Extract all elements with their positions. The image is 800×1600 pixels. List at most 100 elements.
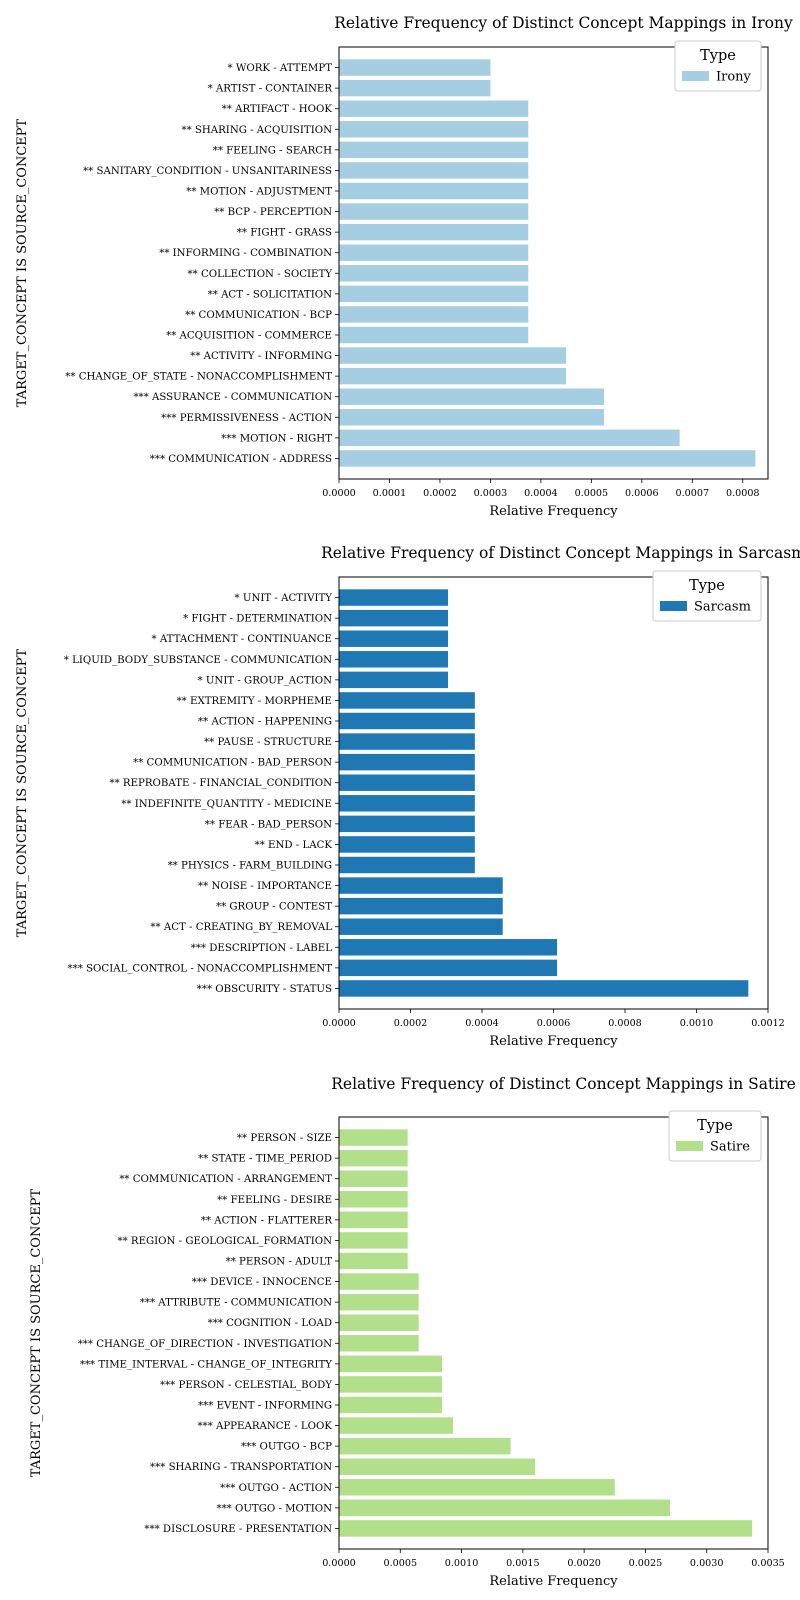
x-tick-label: 0.0002 [423,488,457,499]
chart-title: Relative Frequency of Distinct Concept M… [334,14,793,32]
x-tick-label: 0.0000 [322,488,356,499]
category-label: ** GROUP - CONTEST [216,902,332,913]
category-label: * ARTIST - CONTAINER [208,84,333,95]
category-label: ** END - LACK [255,840,333,851]
chart-irony: Relative Frequency of Distinct Concept M… [15,14,793,519]
x-tick-label: 0.0020 [567,1558,601,1569]
x-tick-label: 0.0025 [629,1558,663,1569]
bar [339,651,449,668]
category-label: ** SANITARY_CONDITION - UNSANITARINESS [83,166,332,177]
category-label: ** ACTION - FLATTERER [201,1215,333,1226]
category-label: *** SOCIAL_CONTROL - NONACCOMPLISHMENT [68,963,333,974]
bar [339,733,475,750]
category-label: ** EXTREMITY - MORPHEME [177,696,332,707]
bar [339,939,558,956]
x-tick-label: 0.0010 [680,1018,714,1029]
bar [339,877,503,894]
bar [339,409,604,426]
bar [339,203,529,220]
x-tick-label: 0.0007 [676,488,710,499]
category-label: *** COGNITION - LOAD [208,1318,332,1329]
bar [339,1396,442,1414]
x-tick-label: 0.0015 [506,1558,540,1569]
x-tick-label: 0.0004 [465,1018,499,1029]
bar [339,856,475,874]
x-tick-label: 0.0035 [751,1558,785,1569]
bar [339,182,529,200]
category-label: *** OUTGO - MOTION [216,1503,332,1514]
category-label: * UNIT - ACTIVITY [235,593,333,604]
bar [339,1479,615,1496]
x-tick-label: 0.0002 [394,1018,428,1029]
x-axis-label: Relative Frequency [489,504,618,519]
category-label: *** MOTION - RIGHT [221,433,332,444]
bar [339,1211,408,1229]
category-label: *** COMMUNICATION - ADDRESS [150,454,332,465]
bar [339,1293,419,1311]
category-label: ** FEELING - DESIRE [217,1195,332,1206]
x-tick-label: 0.0004 [524,488,558,499]
x-tick-label: 0.0030 [690,1558,724,1569]
x-tick-label: 0.0000 [322,1018,356,1029]
chart-sarcasm: Relative Frequency of Distinct Concept M… [15,544,800,1049]
category-label: ** STATE - TIME_PERIOD [198,1154,332,1165]
chart-satire: Relative Frequency of Distinct Concept M… [29,1075,796,1589]
bar [339,897,503,915]
bar [339,79,491,97]
bar [339,589,449,606]
category-label: ** COLLECTION - SOCIETY [188,269,333,280]
bar [339,630,449,647]
bar [339,285,529,303]
legend-label: Satire [710,1140,750,1155]
category-label: *** DISCLOSURE - PRESENTATION [144,1524,332,1535]
category-label: *** APPEARANCE - LOOK [197,1421,332,1432]
category-label: * FIGHT - DETERMINATION [183,614,332,625]
category-label: ** MOTION - ADJUSTMENT [186,187,332,198]
category-label: ** CHANGE_OF_STATE - NONACCOMPLISHMENT [65,372,332,383]
bar [339,1232,408,1249]
x-tick-label: 0.0005 [383,1558,417,1569]
category-label: ** ACTION - HAPPENING [198,717,332,728]
legend-label: Sarcasm [694,600,751,615]
bar [339,980,749,997]
category-label: *** OUTGO - BCP [241,1442,332,1453]
bar [339,692,475,709]
x-tick-label: 0.0000 [322,1558,356,1569]
category-label: ** SHARING - ACQUISITION [181,125,332,136]
bar [339,918,503,935]
category-label: * ATTACHMENT - CONTINUANCE [152,634,332,645]
category-label: ** COMMUNICATION - BCP [185,310,332,321]
bar [339,244,529,261]
bar [339,712,475,730]
bar [339,388,604,405]
category-label: *** EVENT - INFORMING [198,1401,332,1412]
legend: Type Satire [668,1110,762,1162]
category-label: ** ACT - SOLICITATION [208,289,332,300]
bar [339,1191,408,1208]
legend-title: Type [697,1118,733,1134]
category-label: ** PHYSICS - FARM_BUILDING [168,861,332,872]
category-label: *** ATTRIBUTE - COMMUNICATION [140,1298,332,1309]
x-tick-label: 0.0006 [625,488,659,499]
category-label: *** TIME_INTERVAL - CHANGE_OF_INTEGRITY [80,1359,332,1370]
chart-title: Relative Frequency of Distinct Concept M… [321,544,800,562]
x-tick-label: 0.0003 [474,488,508,499]
x-tick-label: 0.0008 [608,1018,642,1029]
bar [339,121,529,138]
bar [339,100,529,117]
legend: Type Sarcasm [652,570,762,622]
x-tick-label: 0.0012 [751,1018,785,1029]
bar [339,265,529,282]
legend-swatch [676,1141,703,1151]
y-axis-label: TARGET_CONCEPT IS SOURCE_CONCEPT [29,1188,44,1477]
category-label: *** PERSON - CELESTIAL_BODY [160,1380,332,1391]
category-label: ** COMMUNICATION - ARRANGEMENT [119,1174,332,1185]
bar [339,959,558,977]
category-label: ** COMMUNICATION - BAD_PERSON [133,758,332,769]
y-axis-label: TARGET_CONCEPT IS SOURCE_CONCEPT [15,118,30,407]
bar [339,1355,442,1373]
bar [339,1129,408,1146]
bar [339,326,529,344]
legend-title: Type [700,48,736,64]
